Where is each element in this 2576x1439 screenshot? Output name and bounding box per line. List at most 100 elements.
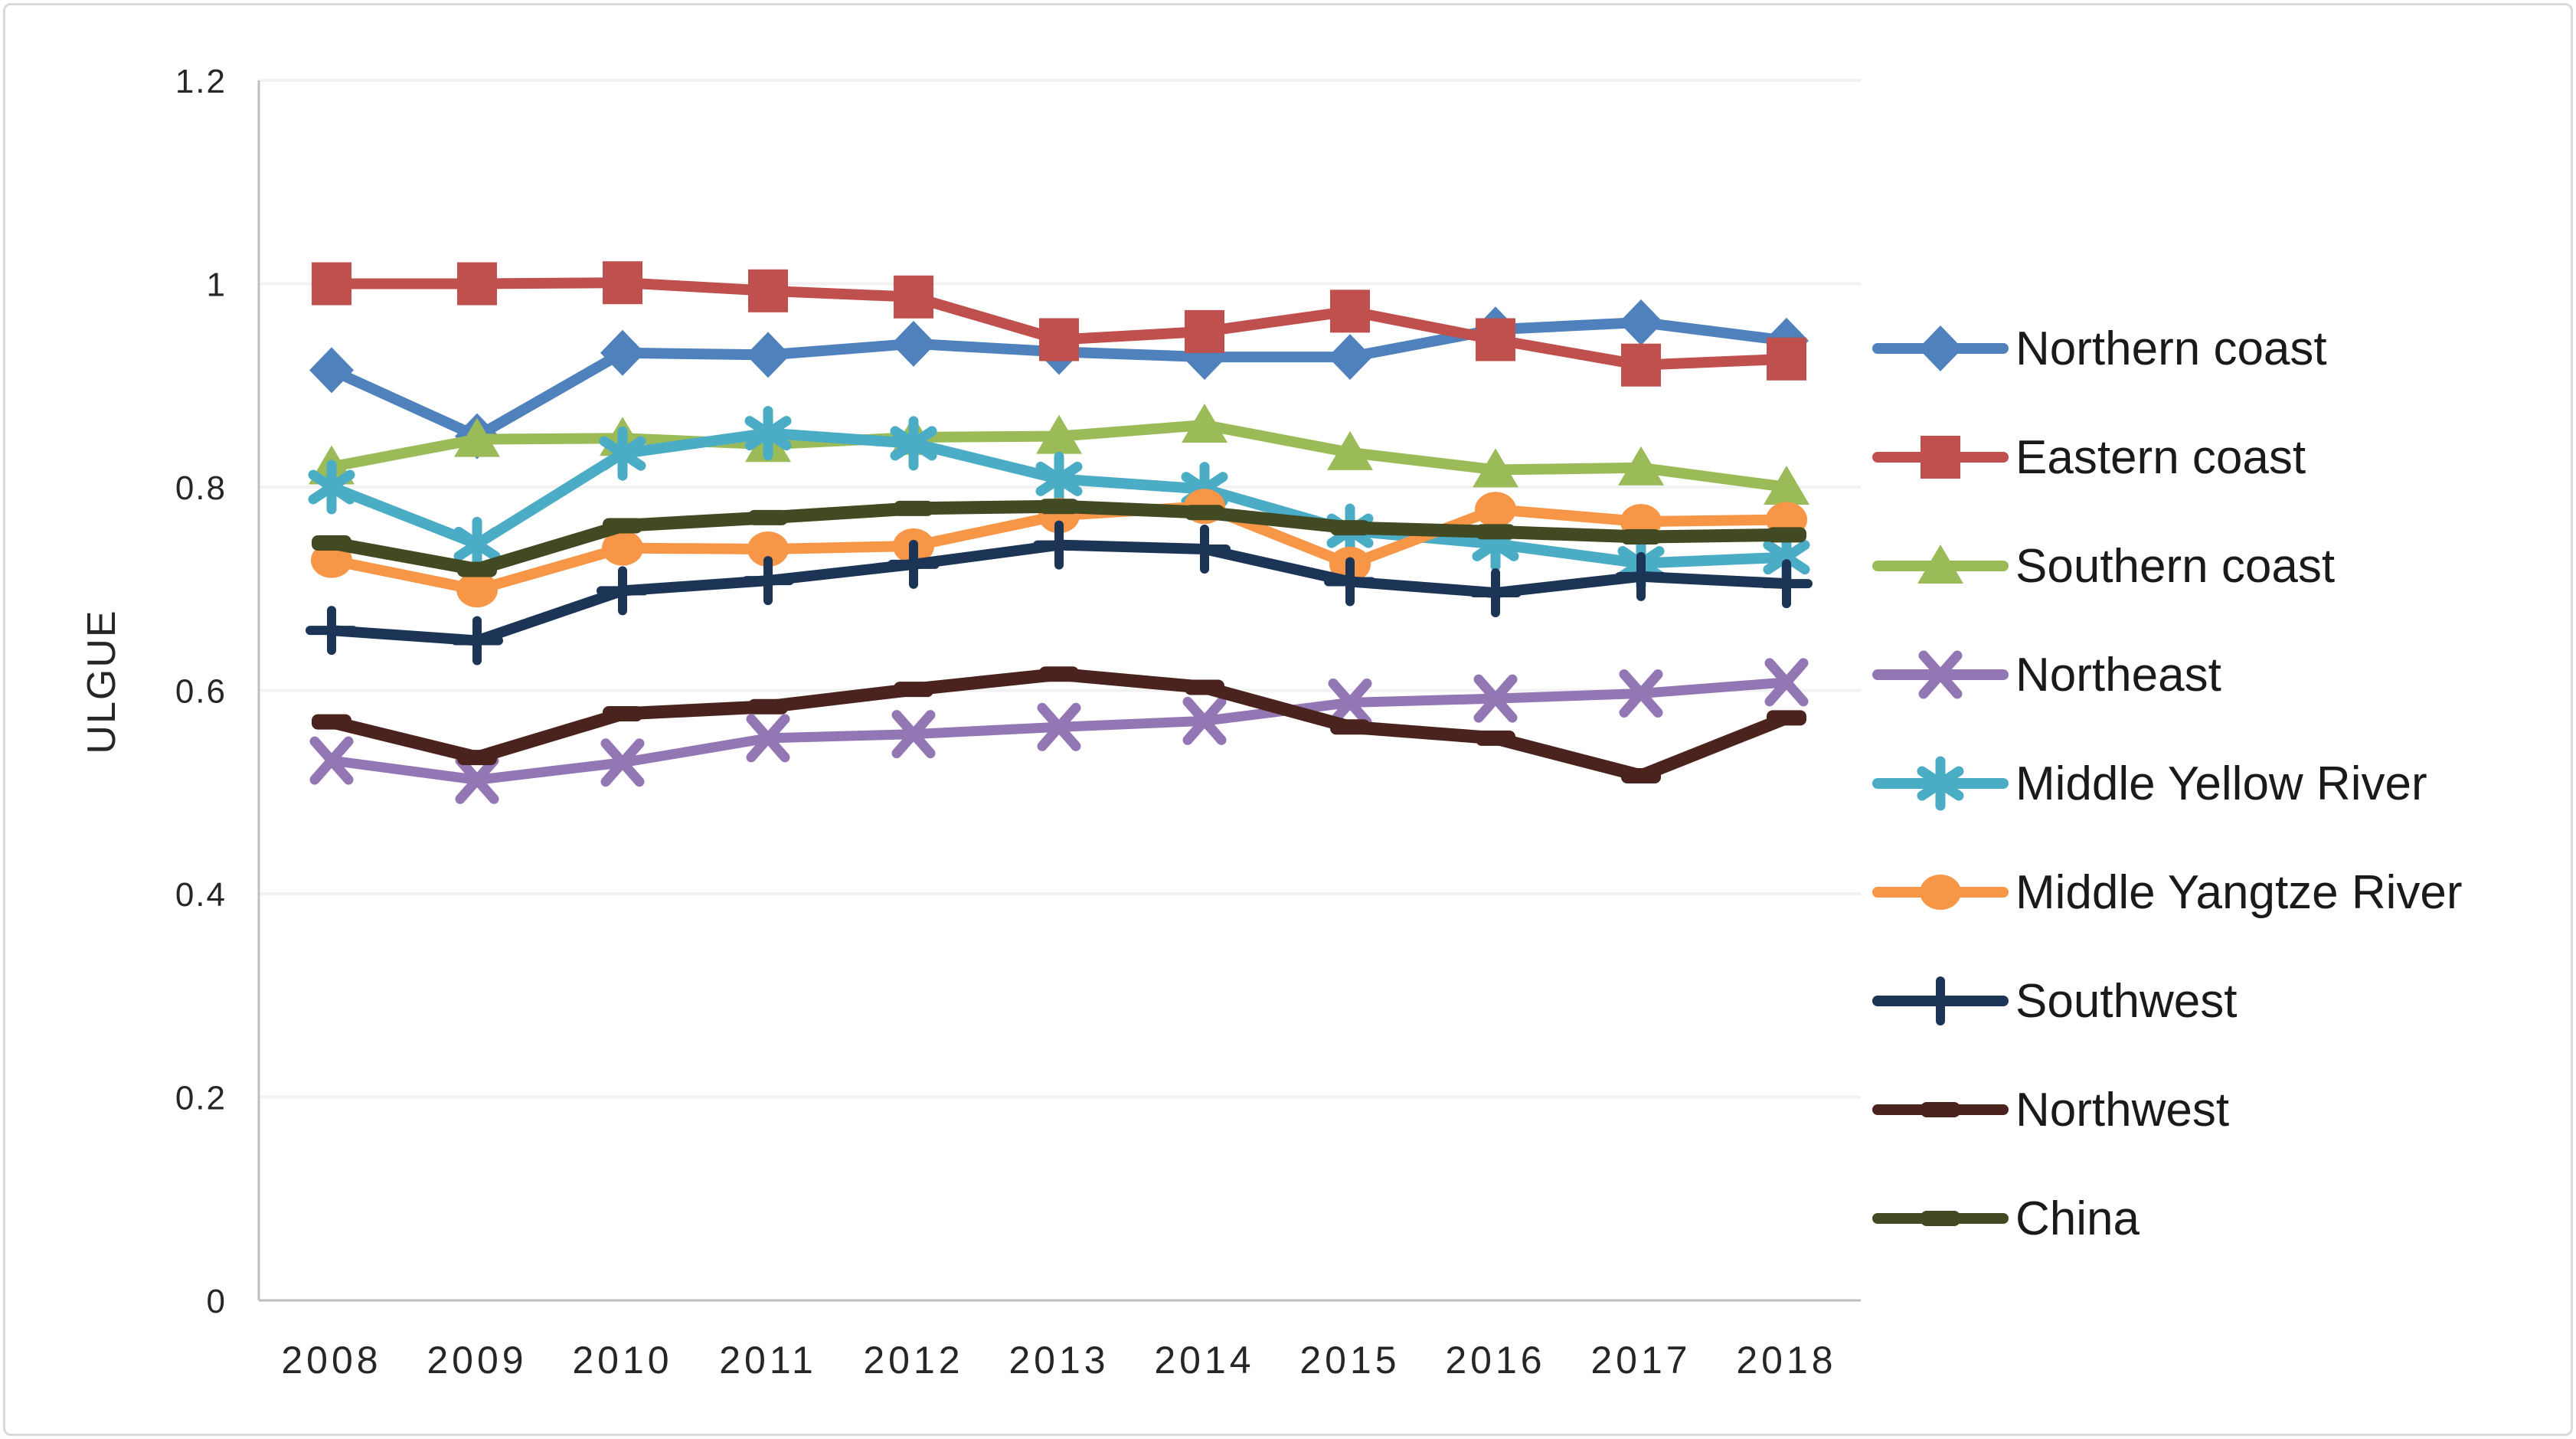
dash-marker-shape xyxy=(1767,527,1806,543)
legend-marker-china xyxy=(1921,1211,1960,1226)
data-point-eastern-coast-2009 xyxy=(457,262,497,306)
data-point-middle-yellow-river-2010 xyxy=(599,426,646,481)
diamond-marker-shape xyxy=(1328,334,1372,381)
data-point-northern-coast-2015 xyxy=(1328,334,1372,381)
dash-marker-shape xyxy=(603,518,642,534)
data-point-middle-yellow-river-2011 xyxy=(744,406,792,461)
legend-item-china: China xyxy=(1872,1192,2140,1245)
dash-marker-shape xyxy=(1921,1211,1960,1226)
x-marker-shape xyxy=(1918,650,1963,699)
data-point-middle-yellow-river-2013 xyxy=(1035,451,1083,506)
circle-marker-shape xyxy=(1920,875,1961,910)
y-axis-tick-labels: 1.2 1 0.8 0.6 0.4 0.2 0 xyxy=(175,63,227,1320)
x-tick-label: 2011 xyxy=(719,1339,817,1382)
data-point-northeast-2018 xyxy=(1764,658,1809,707)
square-marker-shape xyxy=(1767,337,1806,381)
square-marker-shape xyxy=(1039,318,1079,361)
legend-item-northeast: Northeast xyxy=(1872,649,2221,702)
x-marker-shape xyxy=(746,714,790,763)
dash-marker-shape xyxy=(1330,719,1370,735)
triangle-marker-shape xyxy=(1618,446,1664,486)
legend-marker-northwest xyxy=(1921,1102,1960,1117)
dash-marker-shape xyxy=(748,509,788,525)
data-point-southwest-2015 xyxy=(1324,557,1376,607)
data-point-china-2011 xyxy=(748,509,788,525)
data-point-northwest-2016 xyxy=(1476,730,1515,746)
y-tick-label: 1.2 xyxy=(175,63,227,100)
asterisk-marker-shape xyxy=(599,436,646,471)
legend-marker-northeast xyxy=(1918,650,1963,699)
data-point-northwest-2013 xyxy=(1039,666,1079,682)
dash-marker-shape xyxy=(1185,505,1224,521)
x-tick-label: 2010 xyxy=(572,1339,672,1382)
legend-item-southern-coast: Southern coast xyxy=(1872,540,2335,593)
x-tick-label: 2017 xyxy=(1590,1339,1691,1382)
data-point-eastern-coast-2018 xyxy=(1767,337,1806,381)
data-point-northeast-2008 xyxy=(309,736,354,785)
circle-marker-shape xyxy=(456,572,498,608)
data-point-eastern-coast-2014 xyxy=(1185,309,1224,353)
data-point-southern-coast-2015 xyxy=(1327,430,1373,470)
x-marker-shape xyxy=(1473,674,1518,723)
series-northwest xyxy=(312,666,1806,784)
legend-marker-northern-coast xyxy=(1918,325,1963,371)
data-point-china-2017 xyxy=(1621,529,1661,545)
x-marker-shape xyxy=(455,755,499,804)
legend-marker-middle-yangtze-river xyxy=(1920,875,1961,910)
triangle-marker-shape xyxy=(1036,414,1082,454)
data-point-china-2012 xyxy=(894,500,933,516)
y-tick-label: 0 xyxy=(207,1283,227,1320)
y-tick-label: 0.6 xyxy=(175,673,227,711)
asterisk-marker-shape xyxy=(453,526,501,561)
dash-marker-shape xyxy=(1476,524,1515,540)
circle-marker-shape xyxy=(1475,492,1516,528)
data-point-china-2018 xyxy=(1767,527,1806,543)
dash-marker-shape xyxy=(1039,666,1079,682)
legend-item-middle-yangtze-river: Middle Yangtze River xyxy=(1872,866,2463,919)
data-point-southern-coast-2017 xyxy=(1618,446,1664,486)
y-tick-label: 0.2 xyxy=(175,1080,227,1117)
legend-label-middle-yellow-river: Middle Yellow River xyxy=(2015,757,2427,810)
square-marker-shape xyxy=(1921,436,1960,479)
legend-label-middle-yangtze-river: Middle Yangtze River xyxy=(2015,866,2463,919)
data-point-northwest-2010 xyxy=(603,706,642,722)
dash-marker-shape xyxy=(1621,529,1661,545)
data-point-northern-coast-2010 xyxy=(600,329,645,376)
x-marker-shape xyxy=(891,710,936,759)
square-marker-shape xyxy=(1621,343,1661,387)
data-point-china-2016 xyxy=(1476,524,1515,540)
data-point-middle-yangtze-river-2016 xyxy=(1475,492,1516,528)
triangle-marker-shape xyxy=(1764,466,1809,505)
data-point-northwest-2009 xyxy=(457,750,497,766)
data-point-northeast-2016 xyxy=(1473,674,1518,723)
data-point-china-2010 xyxy=(603,518,642,534)
data-point-china-2015 xyxy=(1330,520,1370,536)
series-layer xyxy=(306,261,1813,804)
data-point-southern-coast-2013 xyxy=(1036,414,1082,454)
asterisk-marker-shape xyxy=(308,469,355,505)
x-marker-shape xyxy=(309,736,354,785)
square-marker-shape xyxy=(748,269,788,312)
x-marker-shape xyxy=(1037,702,1081,751)
triangle-marker-shape xyxy=(1182,404,1228,443)
data-point-northeast-2011 xyxy=(746,714,790,763)
legend-label-northeast: Northeast xyxy=(2015,649,2221,702)
data-point-eastern-coast-2017 xyxy=(1621,343,1661,387)
diamond-marker-shape xyxy=(309,347,354,394)
data-point-northern-coast-2011 xyxy=(746,332,790,378)
diamond-marker-shape xyxy=(1619,299,1663,345)
data-point-southwest-2008 xyxy=(306,606,358,656)
data-point-eastern-coast-2011 xyxy=(748,269,788,312)
x-marker-shape xyxy=(1328,678,1372,727)
x-axis-tick-labels: 2008 2009 2010 2011 2012 2013 2014 2015 2016 2017… xyxy=(281,1339,1836,1382)
legend-label-china: China xyxy=(2015,1192,2140,1245)
triangle-marker-shape xyxy=(1917,545,1963,584)
x-tick-label: 2018 xyxy=(1736,1339,1836,1382)
data-point-middle-yellow-river-2008 xyxy=(308,459,355,515)
x-tick-label: 2015 xyxy=(1299,1339,1400,1382)
data-point-southwest-2014 xyxy=(1178,524,1231,574)
asterisk-marker-shape xyxy=(1035,461,1083,496)
dash-marker-shape xyxy=(1767,710,1806,726)
data-point-eastern-coast-2012 xyxy=(894,275,933,319)
dash-marker-shape xyxy=(603,706,642,722)
